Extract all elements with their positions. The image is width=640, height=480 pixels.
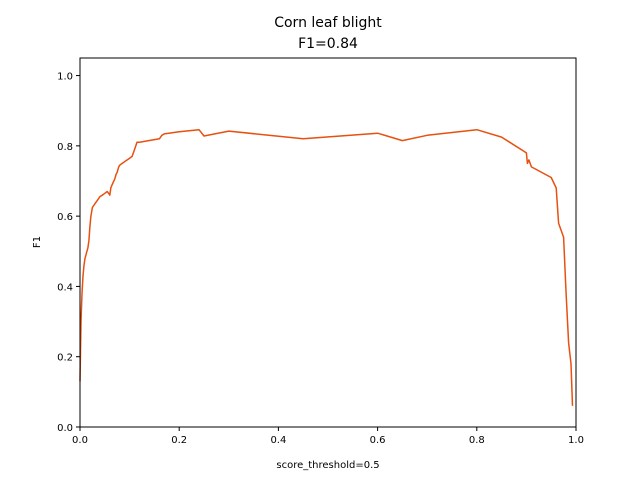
x-tick-label: 0.2 — [171, 435, 187, 446]
series-line-0 — [79, 128, 574, 406]
x-axis: 0.0 0.2 0.4 0.6 0.8 1.0 — [72, 427, 584, 446]
chart-title: Corn leaf blight — [274, 15, 382, 31]
x-tick-label: 0.6 — [370, 435, 386, 446]
x-tick-label: 0.0 — [72, 435, 88, 446]
y-tick-label: 1.0 — [57, 72, 73, 83]
y-tick-label: 0.0 — [57, 423, 73, 434]
x-tick-label: 0.8 — [469, 435, 485, 446]
y-tick-label: 0.2 — [57, 353, 73, 364]
plot-area — [79, 128, 574, 406]
x-tick-label: 1.0 — [568, 435, 584, 446]
y-tick-label: 0.6 — [57, 212, 73, 223]
x-axis-label: score_threshold=0.5 — [276, 460, 379, 471]
y-axis: 0.0 0.2 0.4 0.6 0.8 1.0 — [57, 72, 80, 434]
x-tick-label: 0.4 — [270, 435, 286, 446]
y-tick-label: 0.8 — [57, 142, 73, 153]
chart-subtitle: F1=0.84 — [298, 36, 358, 52]
plot-frame — [79, 57, 577, 428]
y-axis-label: F1 — [32, 236, 43, 248]
y-tick-label: 0.4 — [57, 282, 73, 293]
